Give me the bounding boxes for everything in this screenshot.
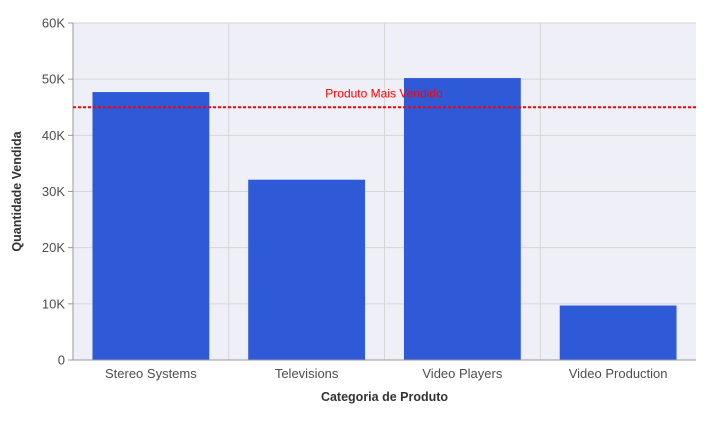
x-tick-label: Video Players xyxy=(422,366,502,381)
reference-line-group: Produto Mais Vendido xyxy=(73,86,696,109)
bars xyxy=(92,78,677,361)
x-tick-label: Stereo Systems xyxy=(105,366,197,381)
reference-line-label: Produto Mais Vendido xyxy=(325,86,443,100)
bar xyxy=(559,305,677,360)
tick-labels: 0 10K 20K 30K 40K 50K 60K Stereo Systems Televis… xyxy=(42,16,668,382)
x-axis-title: Categoria de Produto xyxy=(321,390,448,404)
y-tick-label: 10K xyxy=(42,296,65,311)
bar xyxy=(248,179,366,360)
y-tick-label: 40K xyxy=(42,128,65,143)
y-tick-label: 30K xyxy=(42,184,65,199)
x-tick-label: Video Production xyxy=(569,366,668,381)
bar xyxy=(403,78,521,360)
x-tick-label: Televisions xyxy=(275,366,339,381)
y-tick-label: 60K xyxy=(42,16,65,31)
y-tick-label: 0 xyxy=(58,353,65,368)
y-axis-title: Quantidade Vendida xyxy=(10,130,24,251)
y-tick-label: 20K xyxy=(42,240,65,255)
y-tick-label: 50K xyxy=(42,72,65,87)
bar xyxy=(92,92,210,361)
